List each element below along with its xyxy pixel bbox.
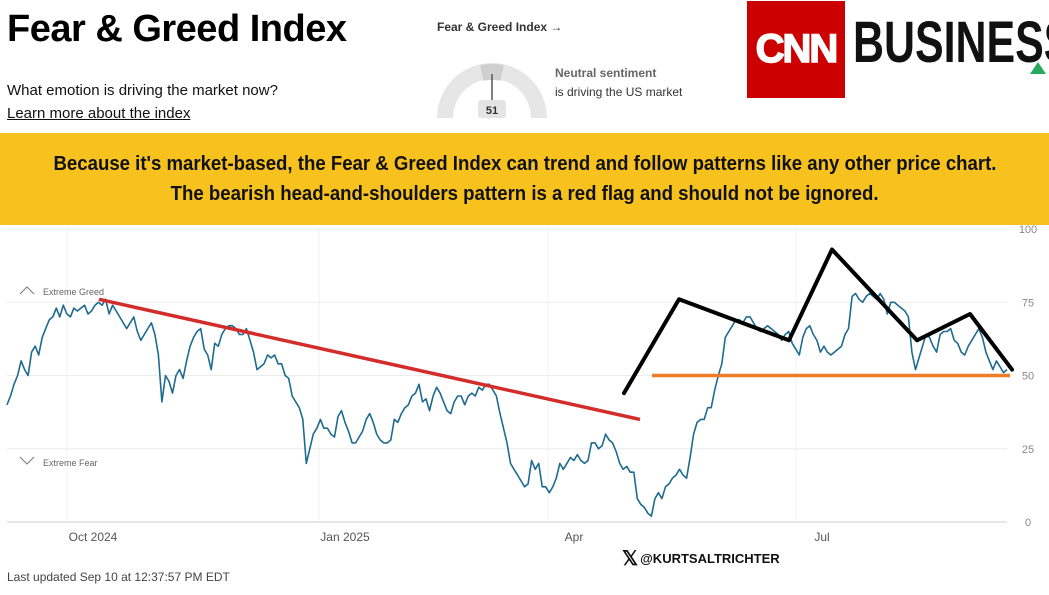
fear-greed-chart: 0 25 50 75 100 Oct 2024 Jan 2025 Apr Jul Extreme …: [6, 225, 1037, 544]
banner-line-2: The bearish head-and-shoulders pattern i…: [170, 183, 879, 205]
extreme-greed-label: Extreme Greed: [43, 287, 104, 297]
y-tick-label: 25: [1022, 444, 1034, 456]
banner-line-1: Because it's market-based, the Fear & Gr…: [53, 153, 996, 175]
y-tick-label: 50: [1022, 371, 1034, 383]
cnn-logo-text: CNN: [755, 26, 839, 72]
x-tick-label: Jul: [814, 530, 829, 544]
extreme-fear-label: Extreme Fear: [43, 458, 98, 468]
page-title: Fear & Greed Index: [7, 8, 347, 50]
x-logo-icon: 𝕏: [622, 548, 639, 570]
commentary-banner: Because it's market-based, the Fear & Gr…: [0, 133, 1049, 225]
cnn-logo: CNN: [747, 1, 845, 98]
business-triangle-icon: [1030, 62, 1046, 74]
sentiment-title: Neutral sentiment: [555, 66, 657, 80]
head-and-shoulders-pattern: [622, 247, 1014, 396]
business-wordmark: BUSINESS: [853, 10, 1049, 75]
author-credit: 𝕏 @KURTSALTRICHTER: [622, 546, 780, 571]
chevron-up-icon: [19, 286, 35, 295]
x-tick-label: Jan 2025: [320, 530, 370, 544]
x-tick-label: Oct 2024: [69, 530, 118, 544]
gauge-value-box: [478, 100, 506, 118]
mini-gauge: 51: [437, 63, 547, 119]
downtrend-line: [98, 297, 641, 422]
chevron-down-icon: [19, 456, 35, 465]
fear-greed-index-link[interactable]: Fear & Greed Index →: [437, 20, 563, 34]
y-tick-label: 100: [1019, 225, 1037, 236]
sentiment-subtitle: is driving the US market: [555, 85, 683, 99]
last-updated: Last updated Sep 10 at 12:37:57 PM EDT: [7, 570, 230, 584]
fear-greed-series-line: [6, 292, 1008, 517]
author-handle: @KURTSALTRICHTER: [640, 551, 780, 566]
gauge-value: 51: [486, 105, 498, 117]
index-question: What emotion is driving the market now?: [7, 82, 278, 99]
gauge-segment-neutral: [480, 63, 504, 81]
y-tick-label: 0: [1025, 517, 1031, 529]
learn-more-link[interactable]: Learn more about the index: [7, 105, 191, 122]
x-tick-label: Apr: [565, 530, 584, 544]
y-tick-label: 75: [1022, 297, 1034, 309]
